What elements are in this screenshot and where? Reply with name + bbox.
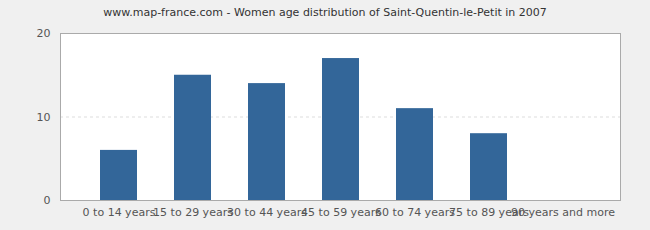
svg-text:75 to 89 years: 75 to 89 years: [449, 206, 529, 220]
svg-text:45 to 59 years: 45 to 59 years: [301, 206, 381, 219]
svg-text:60 to 74 years: 60 to 74 years: [375, 206, 455, 219]
svg-text:30 to 44 years: 30 to 44 years: [227, 206, 307, 219]
svg-text:20: 20: [37, 27, 51, 40]
svg-text:0 to 14 years: 0 to 14 years: [83, 206, 156, 219]
svg-text:15 to 29 years: 15 to 29 years: [153, 206, 233, 219]
svg-text:0: 0: [44, 194, 51, 207]
svg-text:10: 10: [37, 111, 51, 124]
html-text:www.map-france.com - Women age: www.map-france.com - Women age distribut…: [103, 6, 547, 19]
svg-text:90 years and more: 90 years and more: [511, 206, 615, 219]
